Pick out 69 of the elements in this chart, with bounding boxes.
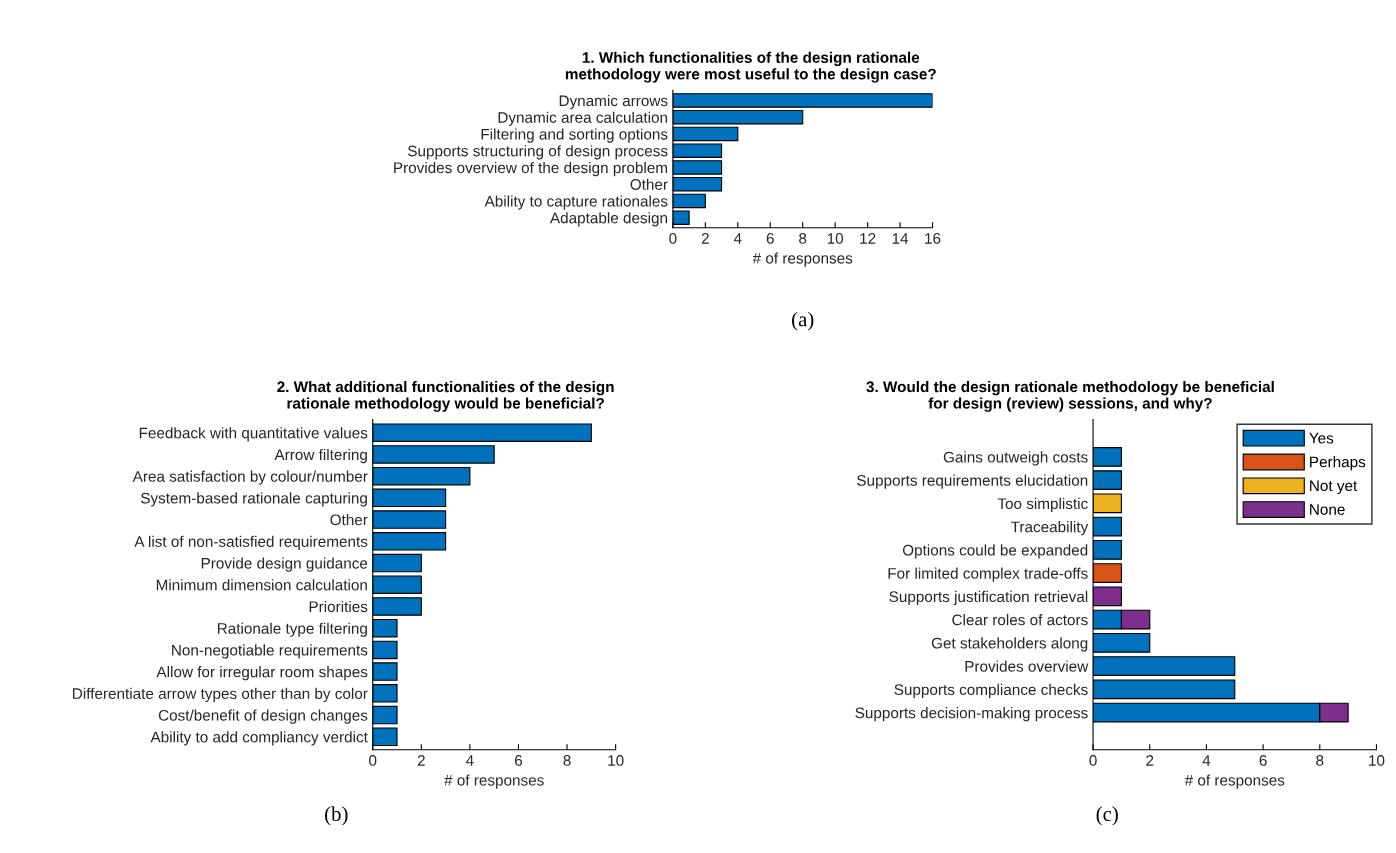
x-tick-label: 2 [417, 755, 425, 766]
y-tick-label: For limited complex trade-offs [888, 567, 1088, 582]
chart-title: 2. What additional functionalities of the design rationale methodology would be beneficial? [277, 380, 614, 412]
y-tick-label: Other [630, 178, 668, 190]
y-tick-label: Too simplistic [997, 497, 1088, 513]
x-tick-label: 14 [892, 233, 909, 244]
y-tick-label: Gains outweigh costs [943, 451, 1088, 466]
y-tick-label: Adaptable design [549, 212, 668, 227]
x-tick-label: 8 [563, 755, 571, 766]
x-axis-title: # of responses [752, 252, 853, 267]
y-tick-label: Allow for irregular room shapes [156, 666, 368, 681]
y-tick-label: Non-negotiable requirements [172, 644, 368, 659]
x-axis-title: # of responses [444, 774, 544, 789]
x-tick-label: 6 [766, 233, 774, 244]
y-tick-label: A list of non-satisfied requirements [134, 535, 368, 550]
x-tick-label: 2 [1146, 755, 1154, 766]
y-tick-label: Provides overview of the design problem [394, 161, 668, 177]
x-tick-label: 6 [1259, 755, 1267, 766]
x-tick-label: 8 [799, 233, 807, 244]
y-tick-label: Differentiate arrow types other than by color [73, 687, 368, 703]
x-tick-label: 4 [466, 755, 474, 766]
y-tick-label: Ability to capture rationales [484, 195, 668, 210]
x-tick-label: 6 [515, 755, 523, 766]
y-tick-label: Supports decision-making process [855, 707, 1088, 722]
x-tick-label: 10 [827, 233, 844, 244]
x-tick-label: 0 [1089, 755, 1097, 766]
x-tick-label: 2 [701, 233, 709, 244]
y-tick-label: Supports structuring of design process [408, 145, 668, 160]
y-tick-label: Supports compliance checks [894, 683, 1088, 699]
x-tick-label: 10 [608, 755, 624, 766]
x-tick-label: 0 [669, 233, 677, 244]
legend-label: Yes [1309, 432, 1334, 444]
x-tick-label: 16 [925, 233, 941, 244]
text: (a) [792, 311, 814, 331]
y-tick-label: System-based rationale capturing [140, 492, 367, 507]
y-tick-label: Options could be expanded [902, 544, 1088, 559]
y-tick-label: Filtering and sorting options [481, 128, 668, 143]
y-tick-label: Priorities [309, 600, 368, 613]
y-tick-label: Ability to add compliancy verdict [150, 731, 368, 746]
legend-label: Perhaps [1310, 456, 1366, 471]
y-tick-label: Feedback with quantitative values [139, 427, 368, 442]
y-tick-label: Supports justification retrieval [889, 590, 1088, 606]
x-axis-title: # of responses [1184, 774, 1285, 789]
y-tick-label: Provide design guidance [201, 557, 368, 572]
y-tick-label: Clear roles of actors [952, 614, 1088, 626]
y-tick-label: Provides overview [965, 660, 1089, 672]
y-tick-label: Cost/benefit of design changes [158, 709, 368, 724]
legend-label: None [1310, 504, 1345, 515]
x-tick-label: 8 [1316, 755, 1324, 766]
x-tick-label: 4 [1202, 755, 1211, 766]
text: (c) [1096, 806, 1118, 826]
chart-title: 3. Would the design rationale methodology be beneficial for design (review) sessions, and why? [866, 380, 1274, 412]
x-tick-label: 4 [733, 233, 742, 244]
y-tick-label: Rationale type filtering [217, 622, 367, 637]
x-tick-label: 10 [1369, 755, 1385, 766]
text: (b) [325, 806, 348, 826]
legend-label: Not yet [1310, 480, 1358, 495]
y-tick-label: Minimum dimension calculation [156, 579, 367, 591]
y-tick-label: Area satisfaction by colour/number [132, 470, 368, 485]
x-tick-label: 12 [860, 233, 876, 244]
y-tick-label: Dynamic area calculation [498, 111, 668, 126]
y-tick-label: Dynamic arrows [559, 94, 668, 110]
chart-title: 1. Which functionalities of the design rationale methodology were most useful to the design case? [565, 51, 936, 83]
y-tick-label: Supports requirements elucidation [857, 474, 1088, 489]
y-tick-label: Other [330, 514, 368, 526]
y-tick-label: Arrow filtering [274, 448, 367, 464]
x-tick-label: 0 [369, 755, 377, 766]
y-tick-label: Get stakeholders along [931, 637, 1088, 652]
y-tick-label: Traceability [1011, 521, 1089, 536]
